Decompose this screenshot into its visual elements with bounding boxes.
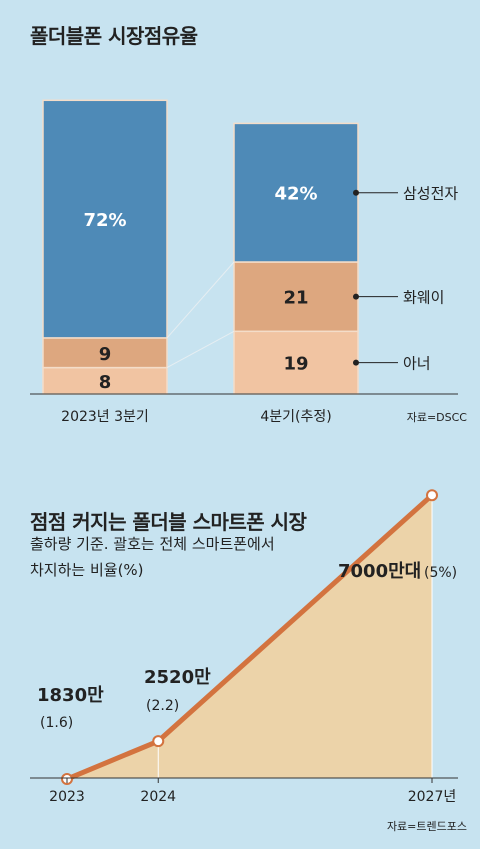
x-tick-label-0: 2023년 3분기 [61, 409, 149, 425]
x-tick-label-1: 2024 [140, 789, 176, 805]
bar-1-2 [233, 122, 359, 263]
share-label-2: (5%) [424, 565, 457, 581]
share-label-0: (1.6) [40, 715, 73, 731]
value-label-1: 2520만 [144, 667, 211, 688]
bar-0-2 [42, 99, 168, 339]
legend-label-1: 화웨이 [403, 289, 444, 307]
bar-label-1-2: 42% [274, 184, 317, 205]
bottom-chart-subtitle-line-2: 차지하는 비율(%) [30, 561, 144, 579]
connector-line-1 [166, 261, 235, 339]
bar-label-1-0: 19 [283, 354, 308, 375]
data-point-1 [152, 735, 165, 748]
bottom-chart-subtitle-line-1: 출하량 기준. 괄호는 전체 스마트폰에서 [30, 535, 275, 553]
value-label-0: 1830만 [37, 685, 104, 706]
bar-label-0-0: 8 [99, 372, 112, 393]
bar-0-0 [42, 366, 168, 395]
x-tick-label-0: 2023 [49, 789, 85, 805]
area-fill [67, 495, 432, 780]
top-chart-title: 폴더블폰 시장점유율 [30, 24, 198, 48]
connector-line-0 [166, 330, 235, 369]
value-label-2: 7000만대 [338, 561, 421, 582]
data-point-2 [426, 489, 438, 502]
source-label-2: 자료=트렌드포스 [387, 820, 467, 833]
source-label: 자료=DSCC [407, 411, 468, 424]
x-tick-label-2: 2027년 [408, 789, 457, 805]
bar-label-0-1: 9 [99, 344, 112, 365]
x-tick-label-1: 4분기(추정) [260, 409, 331, 425]
bar-label-1-1: 21 [283, 288, 308, 309]
share-label-1: (2.2) [146, 698, 179, 714]
bottom-chart-title: 점점 커지는 폴더블 스마트폰 시장 [30, 510, 307, 534]
bar-1-1 [233, 261, 359, 333]
bar-label-0-2: 72% [83, 210, 126, 231]
bar-1-0 [233, 330, 359, 395]
legend-label-2: 삼성전자 [403, 185, 458, 203]
legend-label-0: 아너 [403, 355, 431, 373]
market-share-chart: 8 9 72% 2023년 3분기 19 21 42% 4분기(추정) 삼성전자화웨이아너자료=… [30, 99, 468, 425]
